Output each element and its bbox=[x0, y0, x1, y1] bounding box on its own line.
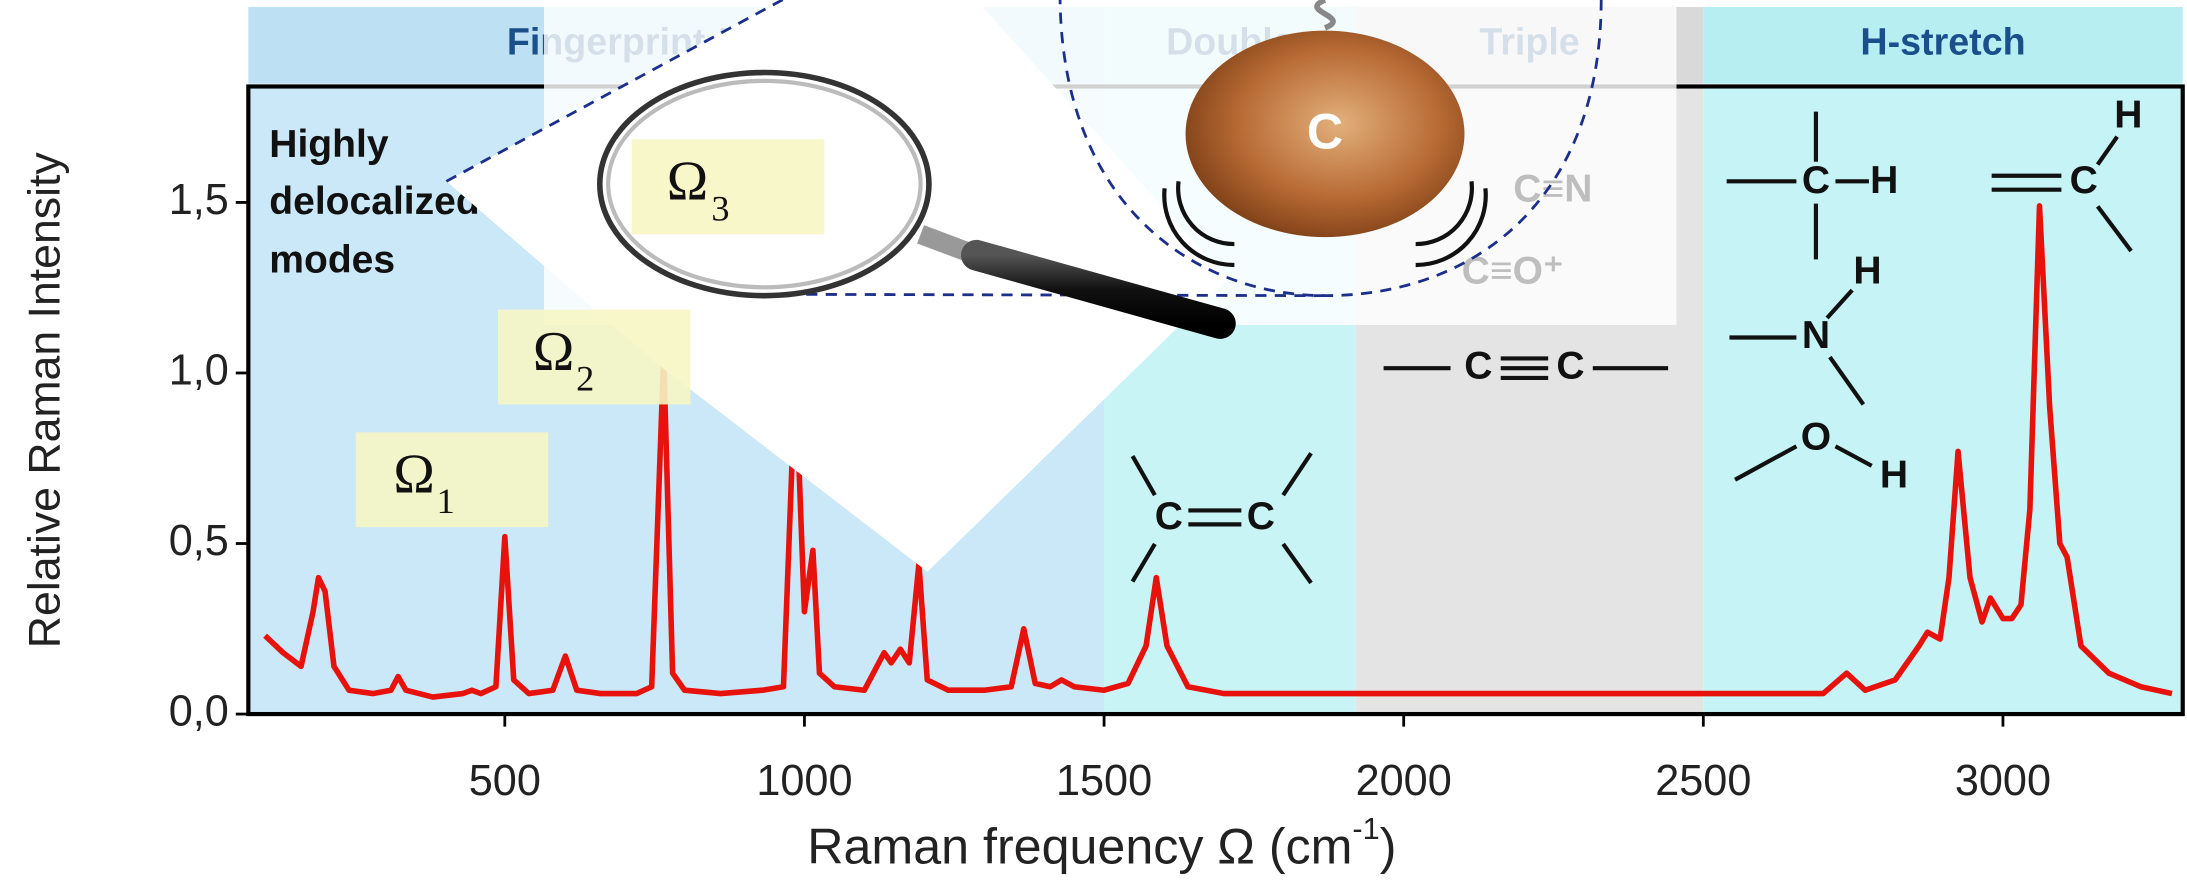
atom: C bbox=[1556, 345, 1584, 388]
atom: H bbox=[1880, 453, 1908, 496]
y-tick-label: 0,5 bbox=[169, 517, 229, 565]
region-label: H-stretch bbox=[1860, 21, 2025, 63]
omega-label: Ω 3 bbox=[632, 139, 824, 234]
x-tick-label: 3000 bbox=[1955, 757, 2051, 805]
annotation: Highly bbox=[269, 123, 389, 166]
y-tick-label: 1,5 bbox=[169, 176, 229, 224]
y-tick-label: 1,0 bbox=[169, 346, 229, 394]
omega-symbol: Ω bbox=[533, 321, 574, 383]
y-axis-title: Relative Raman Intensity bbox=[20, 152, 69, 649]
omega-symbol: Ω bbox=[667, 151, 708, 213]
ball-label: C bbox=[1307, 104, 1343, 160]
atom: C bbox=[1464, 345, 1492, 388]
omega-label: Ω 2 bbox=[498, 310, 690, 405]
x-axis-title: Raman frequency Ω (cm-1) bbox=[807, 811, 1396, 875]
omega-label: Ω 1 bbox=[356, 432, 548, 527]
atom: C bbox=[1802, 159, 1830, 202]
annotation: delocalized bbox=[269, 180, 480, 223]
x-tick-label: 500 bbox=[469, 757, 541, 805]
x-axis-title-end: ) bbox=[1380, 819, 1397, 875]
omega-index: 3 bbox=[711, 188, 729, 228]
dashed-line bbox=[767, 294, 1325, 295]
x-tick-label: 2500 bbox=[1655, 757, 1751, 805]
chart: Fingerprint-RegionDoubleTripleH-stretch … bbox=[0, 0, 2187, 887]
atom: C bbox=[1155, 495, 1183, 538]
omega-symbol: Ω bbox=[393, 444, 434, 506]
atom: H bbox=[1870, 159, 1898, 202]
x-axis-title-sup: -1 bbox=[1352, 811, 1379, 846]
x-axis-title-main: Raman frequency Ω (cm bbox=[807, 819, 1352, 875]
x-tick-label: 2000 bbox=[1356, 757, 1452, 805]
atom: O bbox=[1801, 416, 1831, 459]
y-tick-label: 0,0 bbox=[169, 687, 229, 735]
atom: H bbox=[2114, 93, 2142, 136]
faded-structure: C≡N bbox=[1513, 167, 1592, 210]
omega-index: 1 bbox=[437, 481, 455, 521]
atom: C bbox=[2070, 159, 2098, 202]
atom: N bbox=[1802, 314, 1830, 357]
x-tick-label: 1500 bbox=[1056, 757, 1152, 805]
annotation: modes bbox=[269, 239, 395, 282]
x-tick-label: 1000 bbox=[756, 757, 852, 805]
atom: H bbox=[1853, 250, 1881, 293]
atom: C bbox=[1247, 495, 1275, 538]
omega-index: 2 bbox=[576, 358, 594, 398]
page: {"chart_data": { "type": "line", "ylabel… bbox=[0, 0, 2187, 887]
